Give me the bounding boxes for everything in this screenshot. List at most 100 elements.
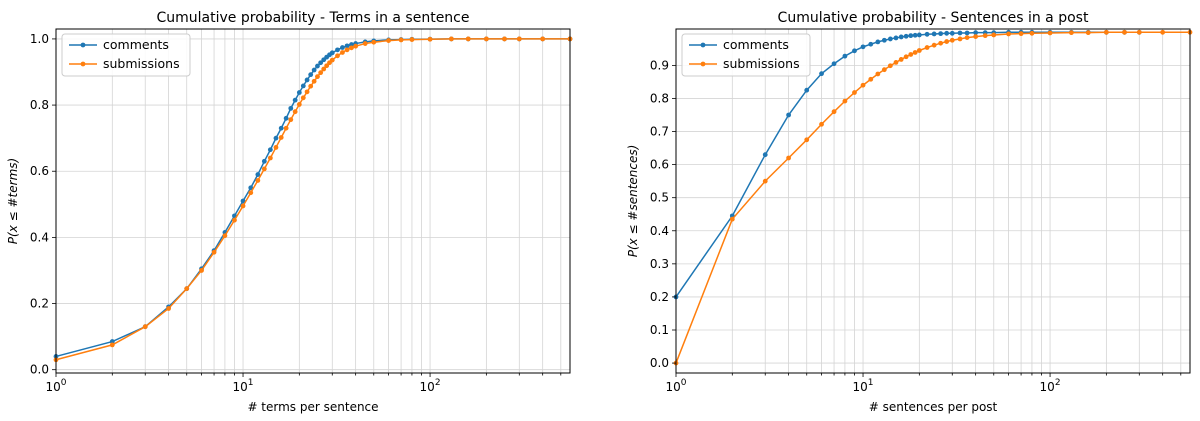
data-point-comments (273, 135, 279, 141)
series-submissions (53, 36, 573, 363)
data-point-submissions (729, 216, 735, 222)
data-point-comments (318, 60, 324, 66)
legend: comments submissions (61, 33, 191, 77)
y-tick-label: 0.8 (650, 91, 669, 105)
data-point-submissions (924, 45, 930, 50)
data-point-submissions (283, 125, 289, 131)
data-point-submissions (893, 60, 899, 65)
data-point-submissions (184, 286, 190, 292)
data-point-comments (292, 97, 298, 103)
data-point-comments (283, 115, 289, 121)
data-point-comments (315, 63, 320, 69)
data-point-submissions (1122, 29, 1127, 35)
data-point-comments (296, 90, 302, 95)
data-point-submissions (991, 32, 997, 38)
data-point-comments (344, 43, 350, 49)
y-tick-label: 0.9 (650, 58, 669, 72)
data-point-comments (912, 32, 918, 38)
data-point-submissions (898, 57, 904, 62)
data-point-submissions (786, 155, 791, 161)
data-point-submissions (398, 37, 404, 43)
data-point-comments (261, 158, 267, 164)
data-point-comments (248, 185, 254, 191)
data-point-submissions (887, 63, 893, 69)
data-point-comments (335, 47, 340, 53)
data-point-submissions (386, 38, 391, 43)
data-point-submissions (199, 268, 204, 273)
data-point-comments (278, 125, 284, 131)
data-point-submissions (349, 45, 354, 51)
data-point-comments (949, 30, 955, 36)
data-point-comments (267, 147, 273, 153)
data-point-submissions (255, 178, 261, 183)
data-point-comments (893, 35, 899, 41)
series-lines (673, 29, 1193, 366)
data-point-submissions (483, 36, 489, 42)
data-point-submissions (315, 74, 320, 80)
data-point-submissions (1018, 31, 1024, 37)
x-axis-label: # sentences per post (869, 400, 998, 414)
data-point-submissions (427, 36, 433, 42)
data-point-comments (916, 32, 922, 38)
data-point-submissions (964, 35, 970, 40)
y-tick-label: 0.1 (650, 323, 669, 337)
x-tick-label: 100 (45, 378, 66, 394)
data-point-comments (349, 42, 354, 47)
data-point-comments (938, 31, 944, 37)
x-tick-label: 101 (233, 378, 254, 394)
data-point-comments (973, 30, 979, 36)
series-line-submissions (55, 38, 570, 361)
data-point-submissions (1029, 30, 1035, 36)
data-point-submissions (957, 36, 963, 42)
x-tick-label: 102 (1040, 378, 1061, 394)
data-point-submissions (311, 78, 317, 84)
data-point-submissions (340, 50, 345, 55)
data-point-comments (881, 37, 887, 43)
axes: 0.0 0.1 0.2 0.3 0.4 0.5 0.6 0.7 0.8 0.9 100 101 102 (650, 58, 1182, 394)
data-point-submissions (860, 82, 866, 88)
data-point-submissions (1006, 31, 1011, 37)
data-point-submissions (109, 342, 115, 348)
chart-title: Cumulative probability - Terms in a sent… (157, 10, 470, 26)
x-tick-label: 102 (420, 378, 441, 394)
data-point-submissions (353, 43, 359, 49)
data-point-comments (288, 105, 294, 111)
y-tick-label: 0.2 (650, 290, 669, 304)
data-point-submissions (300, 95, 306, 101)
data-point-submissions (448, 36, 454, 42)
data-point-submissions (329, 57, 335, 63)
data-point-submissions (142, 324, 148, 330)
data-point-comments (109, 339, 115, 344)
data-point-comments (329, 50, 335, 56)
data-point-submissions (982, 33, 988, 39)
legend-comments-label: comments (723, 37, 789, 52)
data-point-submissions (288, 117, 294, 123)
data-point-submissions (335, 53, 340, 59)
y-tick-label: 0.0 (30, 363, 49, 377)
data-point-submissions (308, 83, 314, 89)
data-point-submissions (409, 37, 415, 42)
y-tick-label: 0.2 (30, 297, 49, 311)
y-tick-label: 0.6 (30, 164, 49, 178)
data-point-comments (340, 45, 345, 50)
x-axis-label: # terms per sentence (247, 400, 378, 414)
legend-comments-marker (80, 42, 86, 48)
data-point-submissions (903, 54, 909, 60)
data-point-submissions (868, 76, 874, 82)
data-point-submissions (324, 63, 330, 69)
data-point-comments (868, 41, 874, 47)
data-point-comments (831, 61, 837, 67)
data-point-submissions (1136, 29, 1142, 35)
data-point-comments (931, 31, 937, 37)
series-lines (53, 36, 573, 363)
data-point-submissions (916, 48, 922, 53)
legend: comments submissions (681, 33, 811, 77)
y-tick-label: 0.6 (650, 158, 669, 172)
data-point-submissions (938, 40, 944, 46)
data-point-submissions (1085, 30, 1091, 36)
data-point-submissions (1103, 29, 1109, 35)
data-point-comments (957, 30, 963, 36)
data-point-comments (311, 67, 317, 73)
y-tick-label: 0.3 (650, 257, 669, 271)
